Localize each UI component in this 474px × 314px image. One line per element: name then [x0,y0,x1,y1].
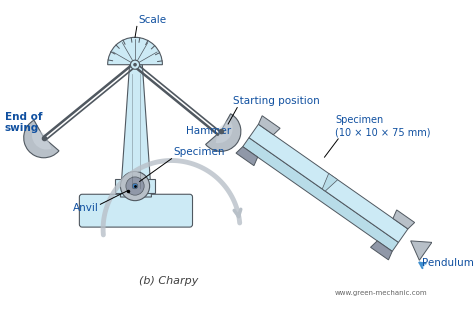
Circle shape [130,60,140,69]
Polygon shape [371,241,392,260]
Wedge shape [108,37,163,65]
Polygon shape [258,116,280,135]
Wedge shape [216,119,233,143]
Text: Specimen
(10 × 10 × 75 mm): Specimen (10 × 10 × 75 mm) [336,116,431,137]
Circle shape [120,171,150,201]
Circle shape [132,183,138,189]
Text: Starting position: Starting position [233,96,319,106]
Polygon shape [243,138,399,251]
Text: Pendulum: Pendulum [421,258,474,268]
Bar [115,179,155,193]
Text: Scale: Scale [139,14,167,24]
Wedge shape [206,114,241,151]
Wedge shape [32,127,51,149]
Polygon shape [393,210,415,229]
Circle shape [126,177,144,195]
Text: End of
swing: End of swing [5,111,42,133]
Text: Anvil: Anvil [73,203,99,214]
FancyBboxPatch shape [79,194,192,227]
Text: Specimen: Specimen [173,147,225,157]
Circle shape [133,63,137,67]
Wedge shape [24,120,59,158]
Polygon shape [322,173,337,191]
Polygon shape [120,65,152,197]
Polygon shape [410,241,432,260]
Text: (b) Charpy: (b) Charpy [139,276,199,286]
Text: Hammer: Hammer [186,126,231,136]
Polygon shape [236,147,258,166]
Text: www.green-mechanic.com: www.green-mechanic.com [334,290,427,295]
Polygon shape [249,124,408,242]
